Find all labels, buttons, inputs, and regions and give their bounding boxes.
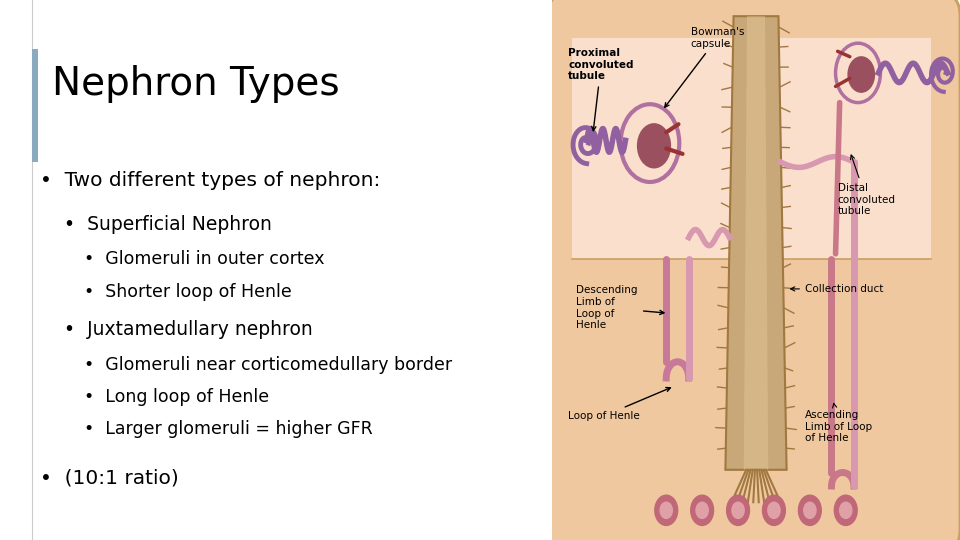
Text: Ascending
Limb of Loop
of Henle: Ascending Limb of Loop of Henle	[804, 403, 872, 443]
Circle shape	[762, 495, 785, 525]
FancyBboxPatch shape	[548, 0, 960, 540]
Circle shape	[655, 495, 678, 525]
Text: Distal
convoluted
tubule: Distal convoluted tubule	[837, 155, 896, 217]
Circle shape	[848, 56, 876, 93]
Text: Proximal
convoluted
tubule: Proximal convoluted tubule	[568, 48, 634, 131]
Polygon shape	[744, 16, 768, 470]
Text: Collection duct: Collection duct	[791, 284, 883, 294]
Circle shape	[727, 495, 750, 525]
Text: •  Long loop of Henle: • Long loop of Henle	[39, 388, 269, 406]
FancyBboxPatch shape	[32, 49, 37, 162]
Circle shape	[696, 502, 708, 518]
Circle shape	[768, 502, 780, 518]
Text: •  Superficial Nephron: • Superficial Nephron	[39, 214, 272, 234]
FancyBboxPatch shape	[572, 38, 931, 259]
Circle shape	[636, 123, 671, 168]
Text: Nephron Types: Nephron Types	[53, 65, 340, 103]
Circle shape	[691, 495, 713, 525]
Text: Descending
Limb of
Loop of
Henle: Descending Limb of Loop of Henle	[576, 286, 664, 330]
Text: Loop of Henle: Loop of Henle	[568, 388, 670, 421]
Text: •  Shorter loop of Henle: • Shorter loop of Henle	[39, 282, 292, 301]
Circle shape	[804, 502, 816, 518]
Text: •  Two different types of nephron:: • Two different types of nephron:	[39, 171, 380, 191]
Circle shape	[834, 495, 857, 525]
Text: Bowman's
capsule: Bowman's capsule	[664, 27, 744, 107]
Circle shape	[732, 502, 744, 518]
Polygon shape	[726, 16, 786, 470]
Text: •  Glomeruli in outer cortex: • Glomeruli in outer cortex	[39, 250, 324, 268]
Text: •  (10:1 ratio): • (10:1 ratio)	[39, 468, 179, 488]
Text: •  Glomeruli near corticomedullary border: • Glomeruli near corticomedullary border	[39, 355, 452, 374]
Text: •  Juxtamedullary nephron: • Juxtamedullary nephron	[39, 320, 313, 339]
Circle shape	[660, 502, 672, 518]
Circle shape	[799, 495, 821, 525]
Text: •  Larger glomeruli = higher GFR: • Larger glomeruli = higher GFR	[39, 420, 372, 438]
Circle shape	[840, 502, 852, 518]
